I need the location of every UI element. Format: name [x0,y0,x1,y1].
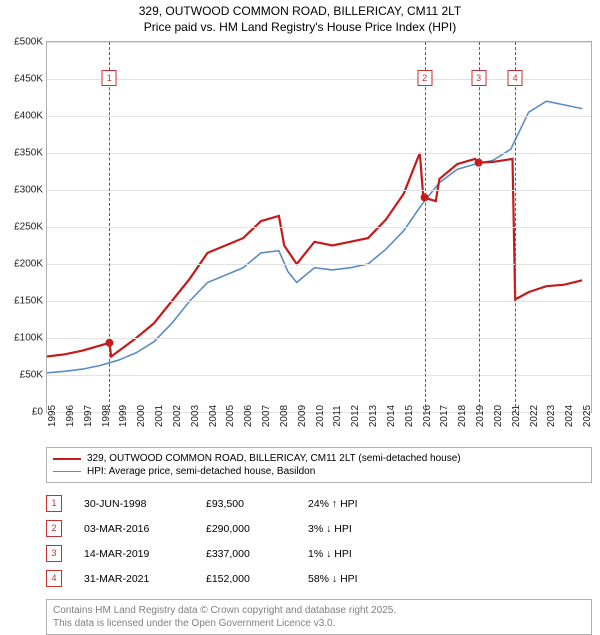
x-axis-label: 2012 [350,405,361,427]
y-axis-label: £250K [14,222,43,233]
y-axis-label: £50K [20,370,43,381]
x-axis-label: 2009 [297,405,308,427]
x-axis-label: 2016 [422,405,433,427]
tx-date: 03-MAR-2016 [84,523,184,535]
x-axis-label: 2011 [332,405,343,427]
x-axis-label: 2004 [208,405,219,427]
x-axis-label: 2024 [564,405,575,427]
legend-label: 329, OUTWOOD COMMON ROAD, BILLERICAY, CM… [87,453,461,464]
x-axis-label: 1996 [65,405,76,427]
y-axis-label: £400K [14,111,43,122]
legend-entry: 329, OUTWOOD COMMON ROAD, BILLERICAY, CM… [53,452,585,465]
licence-footer: Contains HM Land Registry data © Crown c… [46,599,592,635]
x-axis-label: 2022 [529,405,540,427]
x-axis-label: 2025 [582,405,593,427]
chart-plot-area: £0£50K£100K£150K£200K£250K£300K£350K£400… [46,41,592,413]
tx-diff: 24% ↑ HPI [308,498,428,510]
page-root: 329, OUTWOOD COMMON ROAD, BILLERICAY, CM… [0,0,600,635]
title-line-2: Price paid vs. HM Land Registry's House … [0,20,600,36]
x-axis-label: 2015 [404,405,415,427]
title-line-1: 329, OUTWOOD COMMON ROAD, BILLERICAY, CM… [0,4,600,20]
y-axis-label: £350K [14,148,43,159]
y-axis-label: £450K [14,74,43,85]
x-axis-label: 2008 [279,405,290,427]
x-axis-label: 2002 [172,405,183,427]
tx-date: 31-MAR-2021 [84,573,184,585]
tx-price: £152,000 [206,573,286,585]
x-axis-label: 2010 [315,405,326,427]
chart-title: 329, OUTWOOD COMMON ROAD, BILLERICAY, CM… [0,0,600,37]
marker-badge: 3 [46,545,62,562]
tx-diff: 58% ↓ HPI [308,573,428,585]
tx-date: 30-JUN-1998 [84,498,184,510]
x-axis-label: 1999 [118,405,129,427]
x-axis-label: 2023 [546,405,557,427]
table-row: 4 31-MAR-2021 £152,000 58% ↓ HPI [46,566,592,591]
x-axis-label: 1997 [83,405,94,427]
x-axis-label: 1995 [47,405,58,427]
x-axis-label: 2020 [493,405,504,427]
y-axis-label: £300K [14,185,43,196]
chart-marker-badge: 1 [102,70,117,86]
x-axis-label: 2003 [190,405,201,427]
table-row: 1 30-JUN-1998 £93,500 24% ↑ HPI [46,491,592,516]
legend-swatch [53,458,81,460]
legend: 329, OUTWOOD COMMON ROAD, BILLERICAY, CM… [46,447,592,483]
y-axis-label: £500K [14,37,43,48]
legend-swatch [53,471,81,472]
tx-price: £337,000 [206,548,286,560]
chart-marker-badge: 4 [508,70,523,86]
x-axis-label: 2019 [475,405,486,427]
marker-badge: 4 [46,570,62,587]
footer-line: Contains HM Land Registry data © Crown c… [53,604,585,617]
x-axis-label: 2000 [136,405,147,427]
series-paid [47,153,582,357]
transaction-table: 1 30-JUN-1998 £93,500 24% ↑ HPI 2 03-MAR… [46,491,592,591]
marker-badge: 2 [46,520,62,537]
y-axis-label: £200K [14,259,43,270]
marker-badge: 1 [46,495,62,512]
series-hpi [47,101,582,373]
x-axis-label: 2001 [154,405,165,427]
y-axis-label: £0 [32,407,43,418]
x-axis-label: 2007 [261,405,272,427]
x-axis-label: 2005 [225,405,236,427]
x-axis-label: 2021 [511,405,522,427]
tx-price: £93,500 [206,498,286,510]
y-axis-label: £100K [14,333,43,344]
tx-price: £290,000 [206,523,286,535]
chart-marker-badge: 2 [417,70,432,86]
footer-line: This data is licensed under the Open Gov… [53,617,585,630]
tx-diff: 3% ↓ HPI [308,523,428,535]
x-axis-label: 2014 [386,405,397,427]
x-axis-label: 2013 [368,405,379,427]
table-row: 3 14-MAR-2019 £337,000 1% ↓ HPI [46,541,592,566]
legend-label: HPI: Average price, semi-detached house,… [87,466,315,477]
y-axis-label: £150K [14,296,43,307]
table-row: 2 03-MAR-2016 £290,000 3% ↓ HPI [46,516,592,541]
chart-marker-badge: 3 [471,70,486,86]
tx-date: 14-MAR-2019 [84,548,184,560]
x-axis-label: 2017 [439,405,450,427]
x-axis-label: 2018 [457,405,468,427]
legend-entry: HPI: Average price, semi-detached house,… [53,465,585,478]
x-axis-label: 2006 [243,405,254,427]
tx-diff: 1% ↓ HPI [308,548,428,560]
